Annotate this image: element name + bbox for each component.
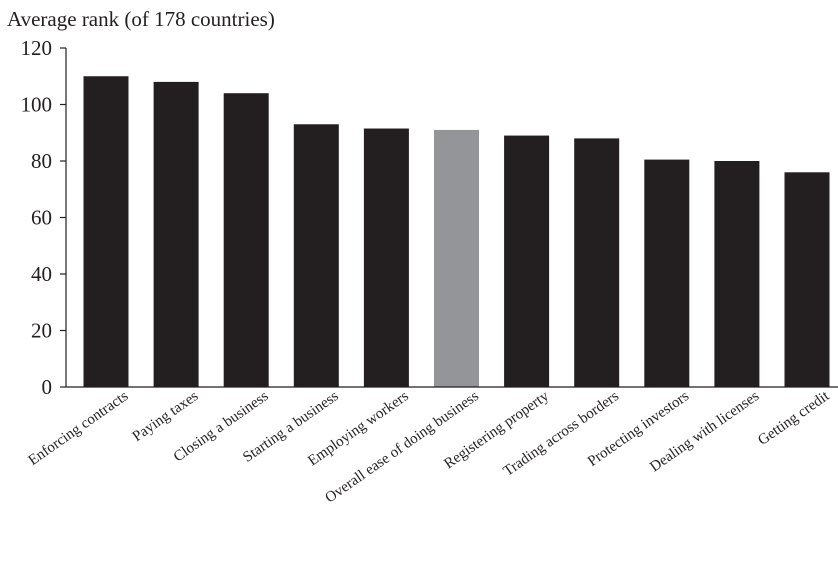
x-tick-label: Paying taxes: [130, 388, 202, 445]
bar: [83, 76, 129, 387]
y-tick-label: 80: [31, 149, 52, 173]
x-tick-label: Getting credit: [755, 388, 833, 449]
y-tick-label: 60: [31, 206, 52, 230]
bar: [644, 159, 690, 387]
y-axis-label: Average rank (of 178 countries): [7, 7, 275, 31]
x-tick-label: Enforcing contracts: [26, 388, 132, 469]
y-tick-label: 100: [21, 93, 53, 117]
bar: [434, 129, 479, 388]
bar: [153, 81, 199, 388]
y-tick-label: 120: [21, 36, 53, 60]
y-tick-label: 20: [31, 319, 52, 343]
bar: [293, 124, 339, 388]
y-axis-ticks: 0 20 40 60 80 100 120: [21, 36, 66, 399]
x-tick-label: Trading across borders: [501, 388, 622, 480]
bar: [714, 161, 760, 387]
bars: [83, 76, 830, 388]
bar: [504, 135, 550, 387]
y-tick-label: 0: [42, 375, 53, 399]
bar: [363, 128, 409, 387]
bar: [574, 138, 620, 387]
y-tick-label: 40: [31, 262, 52, 286]
bar: [784, 172, 830, 387]
bar: [223, 93, 269, 387]
